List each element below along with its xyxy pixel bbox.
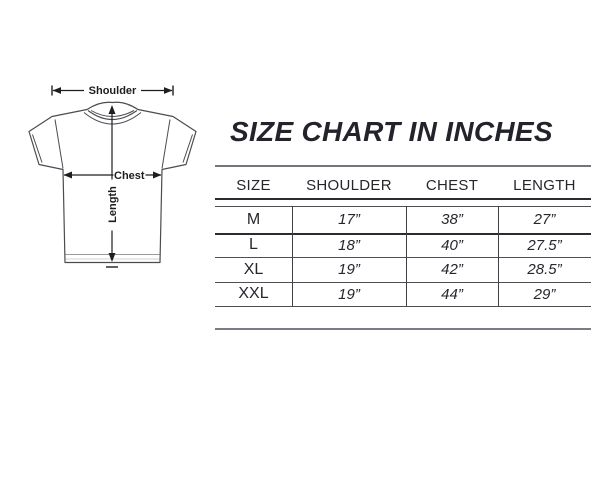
table-top-line: [215, 165, 591, 167]
chest-value: 44”: [441, 285, 463, 303]
table-header-row: SIZE SHOULDER CHEST LENGTH: [215, 165, 591, 198]
column-divider: [498, 206, 499, 306]
shoulder-value: 19”: [338, 285, 360, 303]
row-divider: [215, 282, 591, 283]
column-divider: [292, 206, 293, 306]
column-divider: [406, 206, 407, 306]
table-row: L 18” 40” 27.5”: [215, 233, 591, 257]
table-body-bottom-line: [215, 306, 591, 307]
size-value: XXL: [238, 285, 269, 302]
page-title: SIZE CHART IN INCHES: [230, 116, 553, 147]
column-header-chest: CHEST: [425, 177, 479, 194]
table-bottom-line: [215, 328, 591, 330]
chest-value: 42”: [441, 261, 463, 278]
table-row: XL 19” 42” 28.5”: [215, 257, 591, 282]
shoulder-value: 19”: [338, 261, 360, 278]
size-value: M: [246, 210, 261, 228]
tshirt-diagram: Shoulder Chest Length: [28, 83, 197, 268]
chest-value: 38”: [441, 211, 463, 228]
length-value: 29”: [533, 285, 556, 303]
column-header-size: SIZE: [236, 177, 271, 194]
length-label: Length: [107, 186, 119, 223]
column-header-length: LENGTH: [513, 177, 576, 194]
table-row: XXL 19” 44” 29”: [215, 282, 591, 306]
chest-value: 40”: [441, 236, 463, 254]
row-divider: [215, 233, 591, 235]
length-label-bg: [105, 179, 119, 231]
shoulder-value: 17”: [338, 211, 360, 228]
row-divider: [215, 257, 591, 258]
length-value: 27.5”: [527, 236, 562, 254]
chest-label: Chest: [114, 170, 145, 182]
body-top-line: [215, 206, 591, 207]
header-underline: [215, 198, 591, 200]
size-value: XL: [243, 260, 264, 278]
shoulder-label-bg: [84, 83, 141, 97]
chest-label-bg: [113, 168, 146, 181]
shoulder-label: Shoulder: [89, 85, 137, 97]
column-header-shoulder: SHOULDER: [306, 177, 392, 194]
table-body: M 17” 38” 27” L 18” 40” 27.5” XL 19” 42”…: [215, 206, 591, 306]
length-value: 28.5”: [527, 261, 562, 278]
size-value: L: [249, 236, 258, 253]
size-table: SIZE SHOULDER CHEST LENGTH M 17” 38” 27”…: [215, 165, 591, 335]
shoulder-value: 18”: [338, 236, 360, 254]
length-value: 27”: [533, 211, 556, 228]
table-row: M 17” 38” 27”: [215, 206, 591, 233]
